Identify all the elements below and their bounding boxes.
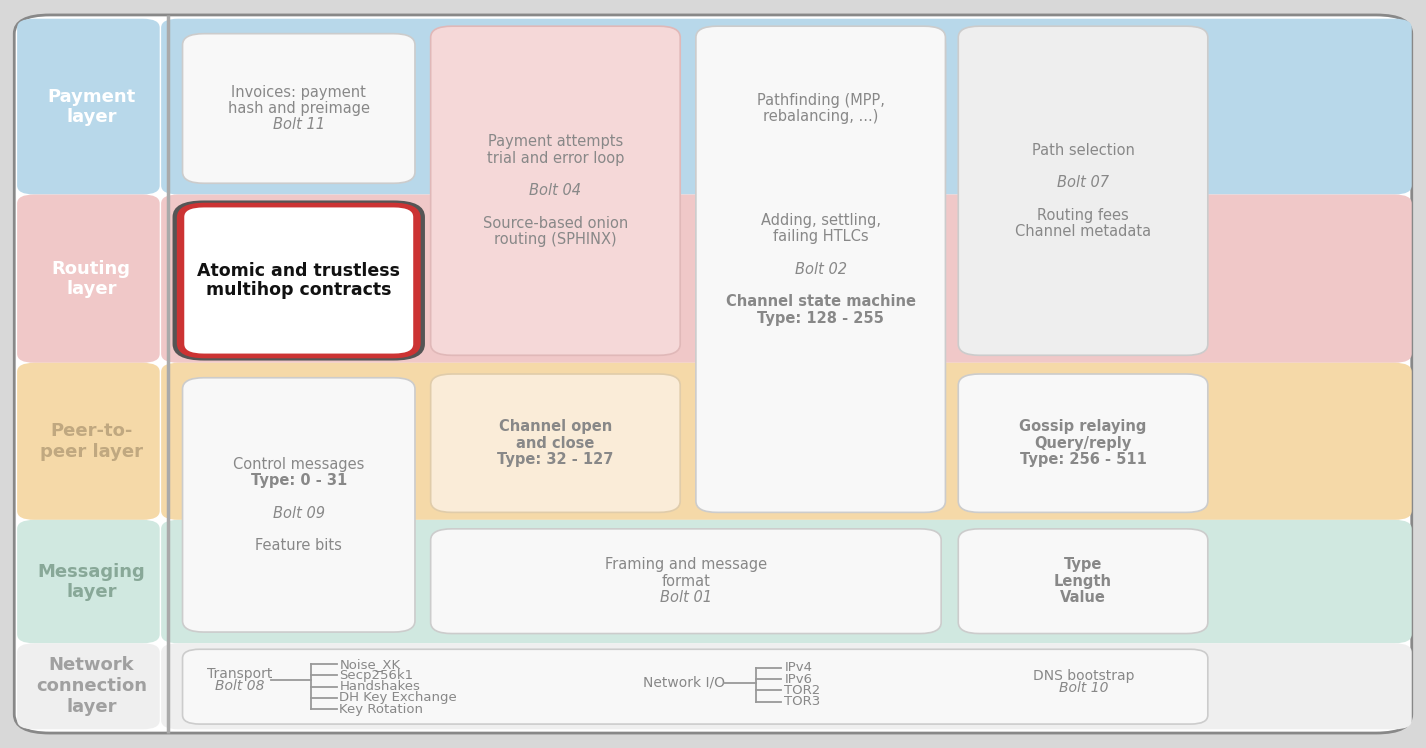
FancyBboxPatch shape: [183, 649, 1208, 724]
FancyBboxPatch shape: [161, 19, 1412, 194]
Text: Bolt 07: Bolt 07: [1057, 175, 1109, 190]
Text: Control messages: Control messages: [232, 457, 365, 472]
FancyBboxPatch shape: [183, 34, 415, 183]
FancyBboxPatch shape: [183, 206, 415, 355]
FancyBboxPatch shape: [17, 363, 160, 520]
Text: TOR2: TOR2: [784, 684, 820, 697]
FancyBboxPatch shape: [183, 378, 415, 632]
Text: Length: Length: [1054, 574, 1112, 589]
Text: Network I/O: Network I/O: [643, 676, 726, 690]
Text: Peer-to-
peer layer: Peer-to- peer layer: [40, 422, 143, 461]
Text: routing (SPHINX): routing (SPHINX): [495, 232, 616, 247]
Text: Bolt 01: Bolt 01: [660, 590, 712, 605]
Text: Channel state machine: Channel state machine: [726, 294, 915, 310]
Text: Routing
layer: Routing layer: [51, 260, 131, 298]
Text: Bolt 09: Bolt 09: [272, 506, 325, 521]
Text: Feature bits: Feature bits: [255, 538, 342, 553]
Text: DNS bootstrap: DNS bootstrap: [1032, 669, 1135, 683]
Text: Messaging
layer: Messaging layer: [37, 562, 145, 601]
FancyBboxPatch shape: [161, 363, 1412, 520]
Text: Type: 0 - 31: Type: 0 - 31: [251, 473, 347, 488]
Text: Handshakes: Handshakes: [339, 680, 421, 693]
FancyBboxPatch shape: [161, 194, 1412, 363]
Text: Key Rotation: Key Rotation: [339, 702, 424, 716]
Text: Bolt 08: Bolt 08: [215, 679, 264, 693]
FancyBboxPatch shape: [14, 15, 1412, 733]
Text: Routing fees: Routing fees: [1037, 208, 1129, 223]
Text: Framing and message: Framing and message: [605, 557, 767, 572]
Text: IPv4: IPv4: [784, 661, 813, 675]
Text: Bolt 02: Bolt 02: [794, 262, 847, 277]
Text: trial and error loop: trial and error loop: [486, 150, 625, 166]
Text: Type: 128 - 255: Type: 128 - 255: [757, 310, 884, 325]
FancyBboxPatch shape: [17, 643, 160, 729]
Text: Type: 32 - 127: Type: 32 - 127: [498, 452, 613, 467]
FancyBboxPatch shape: [173, 200, 425, 361]
FancyBboxPatch shape: [17, 520, 160, 643]
Text: Value: Value: [1060, 590, 1107, 605]
FancyBboxPatch shape: [696, 34, 945, 183]
Text: Payment attempts: Payment attempts: [488, 135, 623, 150]
FancyBboxPatch shape: [177, 203, 421, 358]
FancyBboxPatch shape: [431, 26, 680, 355]
FancyBboxPatch shape: [958, 374, 1208, 512]
Text: rebalancing, ...): rebalancing, ...): [763, 109, 878, 124]
Text: Gossip relaying: Gossip relaying: [1020, 420, 1147, 435]
Text: Secp256k1: Secp256k1: [339, 669, 414, 682]
FancyBboxPatch shape: [431, 529, 941, 634]
Text: Adding, settling,: Adding, settling,: [760, 213, 881, 228]
Text: Payment
layer: Payment layer: [47, 88, 135, 126]
Text: TOR3: TOR3: [784, 695, 820, 708]
FancyBboxPatch shape: [696, 26, 945, 512]
FancyBboxPatch shape: [161, 520, 1412, 643]
Text: Type: 256 - 511: Type: 256 - 511: [1020, 452, 1147, 467]
Text: Type: Type: [1064, 557, 1102, 572]
Text: Channel open: Channel open: [499, 420, 612, 435]
Text: failing HTLCs: failing HTLCs: [773, 229, 868, 245]
Text: multihop contracts: multihop contracts: [205, 281, 392, 299]
FancyBboxPatch shape: [958, 26, 1208, 355]
FancyBboxPatch shape: [17, 194, 160, 363]
Text: IPv6: IPv6: [784, 672, 813, 686]
Text: Atomic and trustless: Atomic and trustless: [197, 262, 401, 280]
Text: Bolt 10: Bolt 10: [1060, 681, 1108, 695]
Text: Path selection: Path selection: [1031, 143, 1135, 158]
FancyBboxPatch shape: [17, 19, 160, 194]
Text: Bolt 04: Bolt 04: [529, 183, 582, 198]
Text: Bolt 11: Bolt 11: [272, 117, 325, 132]
FancyBboxPatch shape: [431, 374, 680, 512]
Text: hash and preimage: hash and preimage: [228, 101, 369, 116]
Text: Query/reply: Query/reply: [1034, 435, 1132, 451]
FancyBboxPatch shape: [161, 643, 1412, 729]
Text: Transport: Transport: [207, 667, 272, 681]
Text: Noise_XK: Noise_XK: [339, 657, 401, 671]
Text: Channel metadata: Channel metadata: [1015, 224, 1151, 239]
FancyBboxPatch shape: [958, 529, 1208, 634]
Text: Network
connection
layer: Network connection layer: [36, 656, 147, 716]
Text: Invoices: payment: Invoices: payment: [231, 85, 366, 99]
Text: format: format: [662, 574, 710, 589]
Text: Source-based onion: Source-based onion: [483, 215, 627, 231]
Text: Pathfinding (MPP,: Pathfinding (MPP,: [757, 93, 884, 108]
Text: and close: and close: [516, 435, 595, 451]
Text: DH Key Exchange: DH Key Exchange: [339, 691, 458, 705]
